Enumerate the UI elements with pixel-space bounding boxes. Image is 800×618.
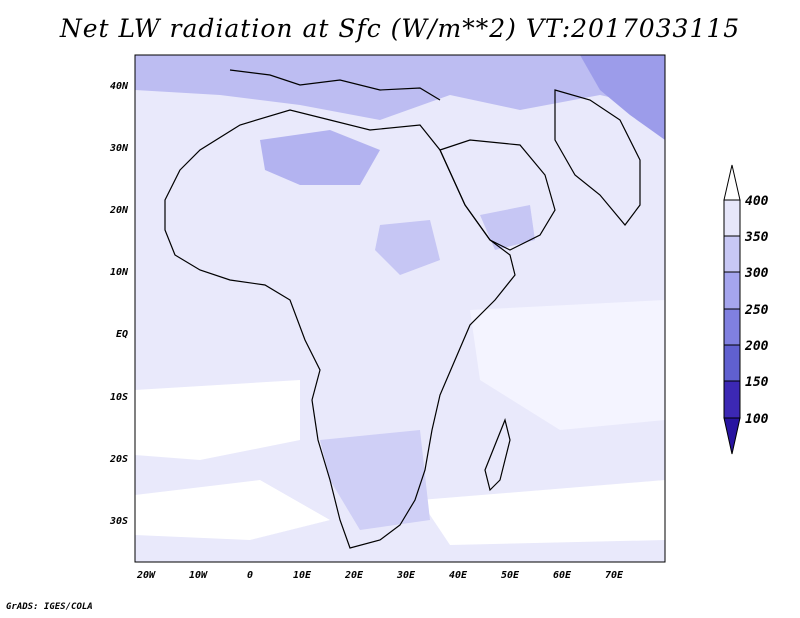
y-tick-label: 30S — [109, 516, 128, 527]
x-tick-label: 20W — [136, 570, 156, 581]
map-field — [135, 55, 665, 562]
x-tick-label: 20E — [344, 570, 364, 581]
colorbar-label: 300 — [744, 266, 769, 281]
colorbar — [723, 164, 741, 455]
plot-frame — [134, 54, 666, 563]
x-tick-label: 0 — [247, 570, 253, 581]
y-tick-label: 40N — [110, 81, 129, 92]
colorbar-labels: 400 350 300 250 200 150 100 — [744, 194, 769, 427]
colorbar-label: 350 — [744, 230, 769, 245]
x-tick-label: 30E — [396, 570, 416, 581]
colorbar-swatch — [723, 344, 741, 382]
y-tick-label: EQ — [116, 329, 128, 340]
colorbar-label: 250 — [744, 303, 769, 318]
colorbar-bottom-arrow — [723, 417, 741, 455]
colorbar-swatch — [723, 235, 741, 273]
y-tick-label: 10S — [110, 392, 128, 403]
colorbar-label: 100 — [745, 412, 769, 427]
x-tick-label: 50E — [501, 570, 520, 581]
colorbar-top-arrow — [723, 164, 741, 201]
colorbar-swatch — [723, 380, 741, 419]
y-axis: 40N 30N 20N 10N EQ 10S 20S 30S — [109, 81, 129, 527]
y-tick-label: 10N — [110, 267, 129, 278]
map-title: Net LW radiation at Sfc (W/m**2) VT:2017… — [59, 14, 741, 43]
colorbar-swatch — [723, 308, 741, 346]
credit-footer: GrADS: IGES/COLA — [6, 602, 93, 612]
x-tick-label: 60E — [553, 570, 572, 581]
colorbar-swatch — [723, 199, 741, 237]
x-tick-label: 40E — [449, 570, 468, 581]
y-tick-label: 30N — [109, 143, 129, 154]
coastlines — [164, 69, 641, 549]
colorbar-label: 150 — [745, 375, 769, 390]
colorbar-label: 200 — [744, 339, 769, 354]
x-tick-label: 10E — [293, 570, 312, 581]
x-tick-label: 70E — [605, 570, 624, 581]
colorbar-label: 400 — [745, 194, 769, 209]
x-axis: 20W 10W 0 10E 20E 30E 40E 50E 60E 70E — [136, 570, 624, 581]
y-tick-label: 20N — [109, 205, 129, 216]
colorbar-swatch — [723, 271, 741, 310]
y-tick-label: 20S — [109, 454, 128, 465]
x-tick-label: 10W — [189, 570, 208, 581]
